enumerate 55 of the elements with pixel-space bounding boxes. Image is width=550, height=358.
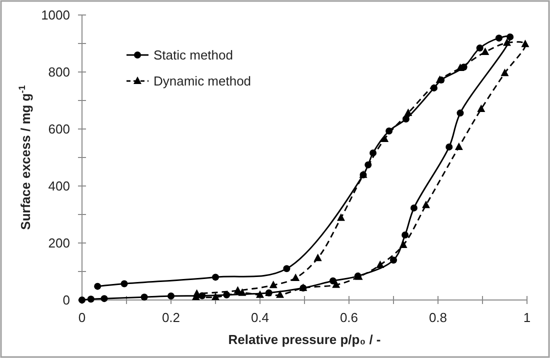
point — [390, 256, 397, 264]
point — [292, 274, 300, 282]
point — [380, 134, 389, 142]
point — [376, 260, 384, 268]
point — [476, 44, 484, 52]
x-tick-label: 0.2 — [162, 310, 180, 325]
y-tick-label: 0 — [62, 292, 70, 308]
point — [234, 286, 242, 294]
x-axis-title: Relative pressure p/p₀ / - — [228, 332, 381, 347]
point — [140, 294, 148, 301]
point — [495, 34, 502, 42]
point — [94, 282, 102, 290]
point — [168, 292, 174, 300]
x-tick-label: 0.6 — [340, 310, 358, 325]
point — [332, 280, 340, 288]
point — [256, 290, 264, 298]
point — [276, 290, 284, 298]
y-tick-label: 400 — [48, 178, 70, 194]
point — [456, 110, 464, 117]
point — [521, 40, 530, 48]
point — [502, 38, 511, 46]
y-tick-label: 1000 — [41, 8, 70, 23]
point — [454, 142, 463, 150]
point — [120, 280, 128, 288]
point — [404, 108, 412, 116]
point — [238, 288, 246, 296]
point — [283, 265, 290, 272]
point — [269, 280, 278, 288]
point — [410, 204, 418, 212]
point — [212, 292, 220, 300]
point — [100, 295, 108, 302]
point — [477, 104, 486, 112]
x-tick-label: 0.4 — [250, 310, 270, 325]
point — [329, 277, 336, 284]
point — [314, 254, 322, 262]
legend-label: Static method — [154, 48, 233, 63]
legend-label: Dynamic method — [154, 74, 252, 89]
point — [399, 240, 408, 248]
x-tick-label: 1 — [523, 310, 531, 325]
x-tick-label: 0 — [78, 310, 86, 325]
point — [446, 143, 453, 150]
point — [78, 296, 86, 304]
point — [500, 68, 509, 76]
point — [336, 213, 345, 221]
y-tick-label: 800 — [48, 64, 70, 80]
point — [456, 64, 464, 72]
point — [212, 274, 219, 281]
point — [422, 200, 430, 208]
point — [481, 48, 490, 56]
point — [402, 232, 409, 239]
y-tick-label: 600 — [48, 122, 70, 137]
x-tick-label: 0.8 — [428, 310, 448, 325]
point — [87, 296, 94, 303]
y-tick-label: 200 — [48, 236, 70, 251]
point — [506, 33, 514, 40]
